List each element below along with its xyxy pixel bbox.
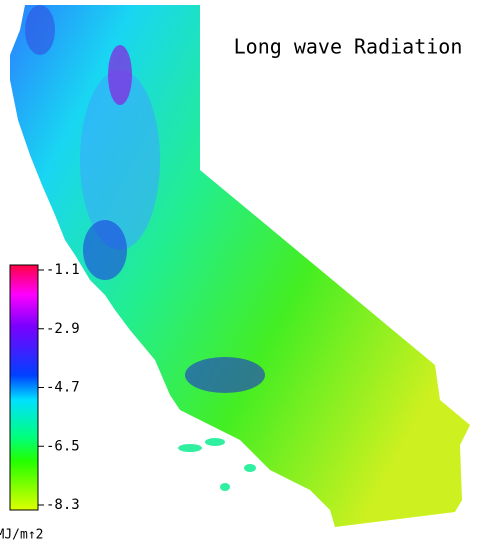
valley-region (80, 70, 160, 250)
colorbar-unit: MJ/m↑2 (0, 528, 43, 543)
colorbar-tick-label: -8.3 (46, 497, 80, 513)
low-region (108, 45, 132, 105)
colorbar-tick-label: -6.5 (46, 438, 80, 454)
coast-region (25, 5, 55, 55)
island (220, 483, 230, 491)
colorbar-tick-label: -4.7 (46, 380, 80, 396)
island (244, 464, 256, 472)
colorbar-scale (9, 264, 39, 511)
low-region (185, 357, 265, 393)
colorbar: MJ/m↑2 -1.1 -2.9 -4.7 -6.5 -8.3 (0, 262, 80, 543)
colorbar-tick-label: -2.9 (46, 321, 80, 337)
california-map (10, 5, 470, 527)
island (205, 438, 225, 446)
island (178, 444, 202, 452)
colorbar-tick-label: -1.1 (46, 262, 80, 278)
low-region (83, 220, 127, 280)
map-title: Long wave Radiation (234, 35, 463, 59)
